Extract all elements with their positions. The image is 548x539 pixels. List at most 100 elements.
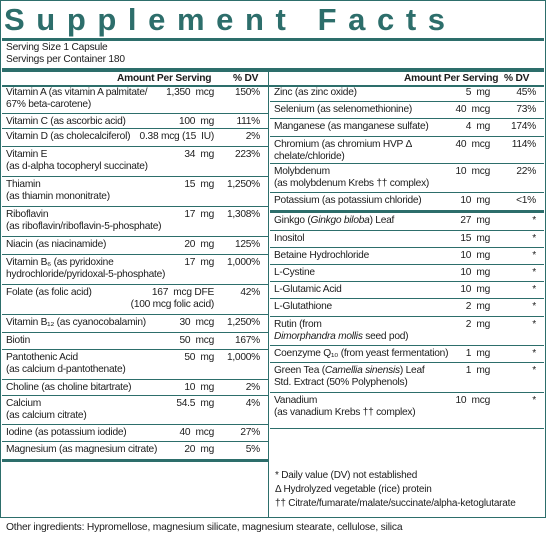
right-daily-value: * bbox=[532, 395, 536, 406]
serving-size: Serving Size 1 Capsule bbox=[6, 42, 108, 53]
right-nutrient-name: L-Glutathione bbox=[274, 301, 332, 312]
right-daily-value: 114% bbox=[511, 139, 537, 150]
left-nutrient-name: Pantothenic Acid (as calcium d-pantothena… bbox=[6, 352, 126, 375]
left-daily-value: 2% bbox=[245, 382, 260, 393]
right-daily-value: 22% bbox=[516, 166, 536, 177]
left-row: Vitamin E (as d-alpha tocopheryl succinat… bbox=[2, 147, 268, 177]
right-nutrient-name: L-Glutamic Acid bbox=[274, 284, 342, 295]
right-amount: 10 mcg bbox=[455, 166, 491, 177]
right-daily-value: * bbox=[532, 319, 536, 330]
left-amount: 100 mg bbox=[178, 116, 214, 127]
right-nutrient-name: Potassium (as potassium chloride) bbox=[274, 195, 422, 206]
right-dv-header: % DV bbox=[504, 73, 530, 84]
left-amount: 0.38 mcg (15 IU) bbox=[139, 131, 215, 142]
left-daily-value: 1,250% bbox=[226, 317, 260, 328]
right-row: Rutin (from Dimorphandra mollis seed pod)… bbox=[270, 317, 544, 346]
right-daily-value: * bbox=[532, 365, 536, 376]
left-amount: 17 mg bbox=[184, 257, 214, 268]
left-row: Vitamin D (as cholecalciferol) 0.38 mcg (… bbox=[2, 129, 268, 147]
right-row: Potassium (as potassium chloride) 10 mg <1… bbox=[270, 193, 544, 213]
right-amount: 40 mcg bbox=[455, 104, 491, 115]
right-row: Coenzyme Q₁₀ (from yeast fermentation) 1 … bbox=[270, 346, 544, 363]
left-nutrient-name: Niacin (as niacinamide) bbox=[6, 239, 107, 250]
right-daily-value: * bbox=[532, 284, 536, 295]
title-rule bbox=[2, 38, 544, 41]
right-daily-value: * bbox=[532, 250, 536, 261]
left-daily-value: 150% bbox=[234, 87, 260, 98]
left-amount: 54.5 mg bbox=[176, 398, 214, 409]
left-row: Pantothenic Acid (as calcium d-pantothena… bbox=[2, 350, 268, 380]
right-daily-value: * bbox=[532, 215, 536, 226]
left-nutrient-name: Magnesium (as magnesium citrate) bbox=[6, 444, 158, 455]
left-daily-value: 2% bbox=[245, 131, 260, 142]
right-nutrient-name: Manganese (as manganese sulfate) bbox=[274, 121, 429, 132]
left-nutrient-name: Vitamin A (as vitamin A palmitate/67% be… bbox=[6, 87, 148, 110]
left-row: Vitamin C (as ascorbic acid) 100 mg 111% bbox=[2, 114, 268, 129]
right-row: L-Glutathione 2 mg * bbox=[270, 299, 544, 317]
left-row: Folate (as folic acid) 167 mcg DFE (100 mc… bbox=[2, 285, 268, 315]
right-daily-value: * bbox=[532, 267, 536, 278]
left-row: Vitamin A (as vitamin A palmitate/67% be… bbox=[2, 85, 268, 114]
footnote-hydrolyzed: Δ Hydrolyzed vegetable (rice) protein bbox=[275, 484, 432, 495]
left-daily-value: 1,000% bbox=[226, 257, 260, 268]
left-amount: 20 mg bbox=[184, 444, 214, 455]
right-row: Betaine Hydrochloride 10 mg * bbox=[270, 248, 544, 265]
right-amount: 4 mg bbox=[465, 121, 490, 132]
left-nutrient-name: Iodine (as potassium iodide) bbox=[6, 427, 127, 438]
footnote-citrate: †† Citrate/fumarate/malate/succinate/alp… bbox=[275, 498, 516, 509]
right-amount: 10 mg bbox=[460, 284, 490, 295]
left-amount-header: Amount Per Serving bbox=[117, 73, 212, 84]
right-amount-header: Amount Per Serving bbox=[404, 73, 499, 84]
left-nutrient-name: Vitamin B₁₂ (as cyanocobalamin) bbox=[6, 317, 146, 328]
right-nutrient-name: Inositol bbox=[274, 233, 305, 244]
servings-per-container: Servings per Container 180 bbox=[6, 54, 125, 65]
left-row: Niacin (as niacinamide) 20 mg 125% bbox=[2, 237, 268, 255]
right-daily-value: <1% bbox=[516, 195, 536, 206]
left-row: Vitamin B₆ (as pyridoxine hydrochloride/p… bbox=[2, 255, 268, 285]
left-daily-value: 27% bbox=[240, 427, 260, 438]
left-amount: 34 mg bbox=[184, 149, 214, 160]
right-row: L-Glutamic Acid 10 mg * bbox=[270, 282, 544, 299]
left-daily-value: 223% bbox=[234, 149, 260, 160]
right-amount: 15 mg bbox=[460, 233, 490, 244]
right-daily-value: 174% bbox=[510, 121, 536, 132]
serving-rule bbox=[2, 68, 544, 72]
right-row: Selenium (as selenomethionine) 40 mcg 73% bbox=[270, 102, 544, 119]
right-nutrient-name: Green Tea (Camellia sinensis) Leaf Std. E… bbox=[274, 365, 425, 388]
right-row: Manganese (as manganese sulfate) 4 mg 174% bbox=[270, 119, 544, 137]
left-nutrient-name: Choline (as choline bitartrate) bbox=[6, 382, 132, 393]
left-nutrient-name: Vitamin C (as ascorbic acid) bbox=[6, 116, 126, 127]
left-nutrient-name: Calcium (as calcium citrate) bbox=[6, 398, 87, 421]
right-nutrient-name: Molybdenum (as molybdenum Krebs †† comple… bbox=[274, 166, 430, 189]
header-rule bbox=[2, 85, 544, 87]
right-daily-value: 45% bbox=[516, 87, 536, 98]
left-nutrient-name: Riboflavin (as riboflavin/riboflavin-5-ph… bbox=[6, 209, 162, 232]
left-row: Choline (as choline bitartrate) 10 mg 2% bbox=[2, 380, 268, 396]
left-amount: 30 mcg bbox=[179, 317, 215, 328]
right-nutrient-name: Coenzyme Q₁₀ (from yeast fermentation) bbox=[274, 348, 449, 359]
left-daily-value: 1,250% bbox=[226, 179, 260, 190]
left-row: Riboflavin (as riboflavin/riboflavin-5-ph… bbox=[2, 207, 268, 237]
supplement-facts-panel bbox=[0, 0, 546, 518]
left-row: Vitamin B₁₂ (as cyanocobalamin) 30 mcg 1,2… bbox=[2, 315, 268, 333]
right-row: L-Cystine 10 mg * bbox=[270, 265, 544, 282]
left-daily-value: 167% bbox=[234, 335, 260, 346]
right-nutrient-name: Rutin (from Dimorphandra mollis seed pod) bbox=[274, 319, 409, 342]
right-amount: 1 mg bbox=[465, 348, 490, 359]
right-amount: 10 mg bbox=[460, 195, 490, 206]
left-row: Iodine (as potassium iodide) 40 mcg 27% bbox=[2, 425, 268, 442]
footnote-dv: * Daily value (DV) not established bbox=[275, 470, 418, 481]
right-nutrient-name: Ginkgo (Ginkgo biloba) Leaf bbox=[274, 215, 395, 226]
left-daily-value: 4% bbox=[245, 398, 260, 409]
right-amount: 40 mcg bbox=[455, 139, 491, 150]
left-amount: 10 mg bbox=[184, 382, 214, 393]
left-daily-value: 111% bbox=[236, 116, 260, 127]
right-amount: 10 mcg bbox=[455, 395, 491, 406]
left-daily-value: 42% bbox=[240, 287, 260, 298]
column-divider bbox=[268, 72, 269, 518]
left-row: Thiamin (as thiamin mononitrate) 15 mg 1,25… bbox=[2, 177, 268, 207]
left-amount: 17 mg bbox=[184, 209, 214, 220]
right-nutrient-name: Zinc (as zinc oxide) bbox=[274, 87, 357, 98]
